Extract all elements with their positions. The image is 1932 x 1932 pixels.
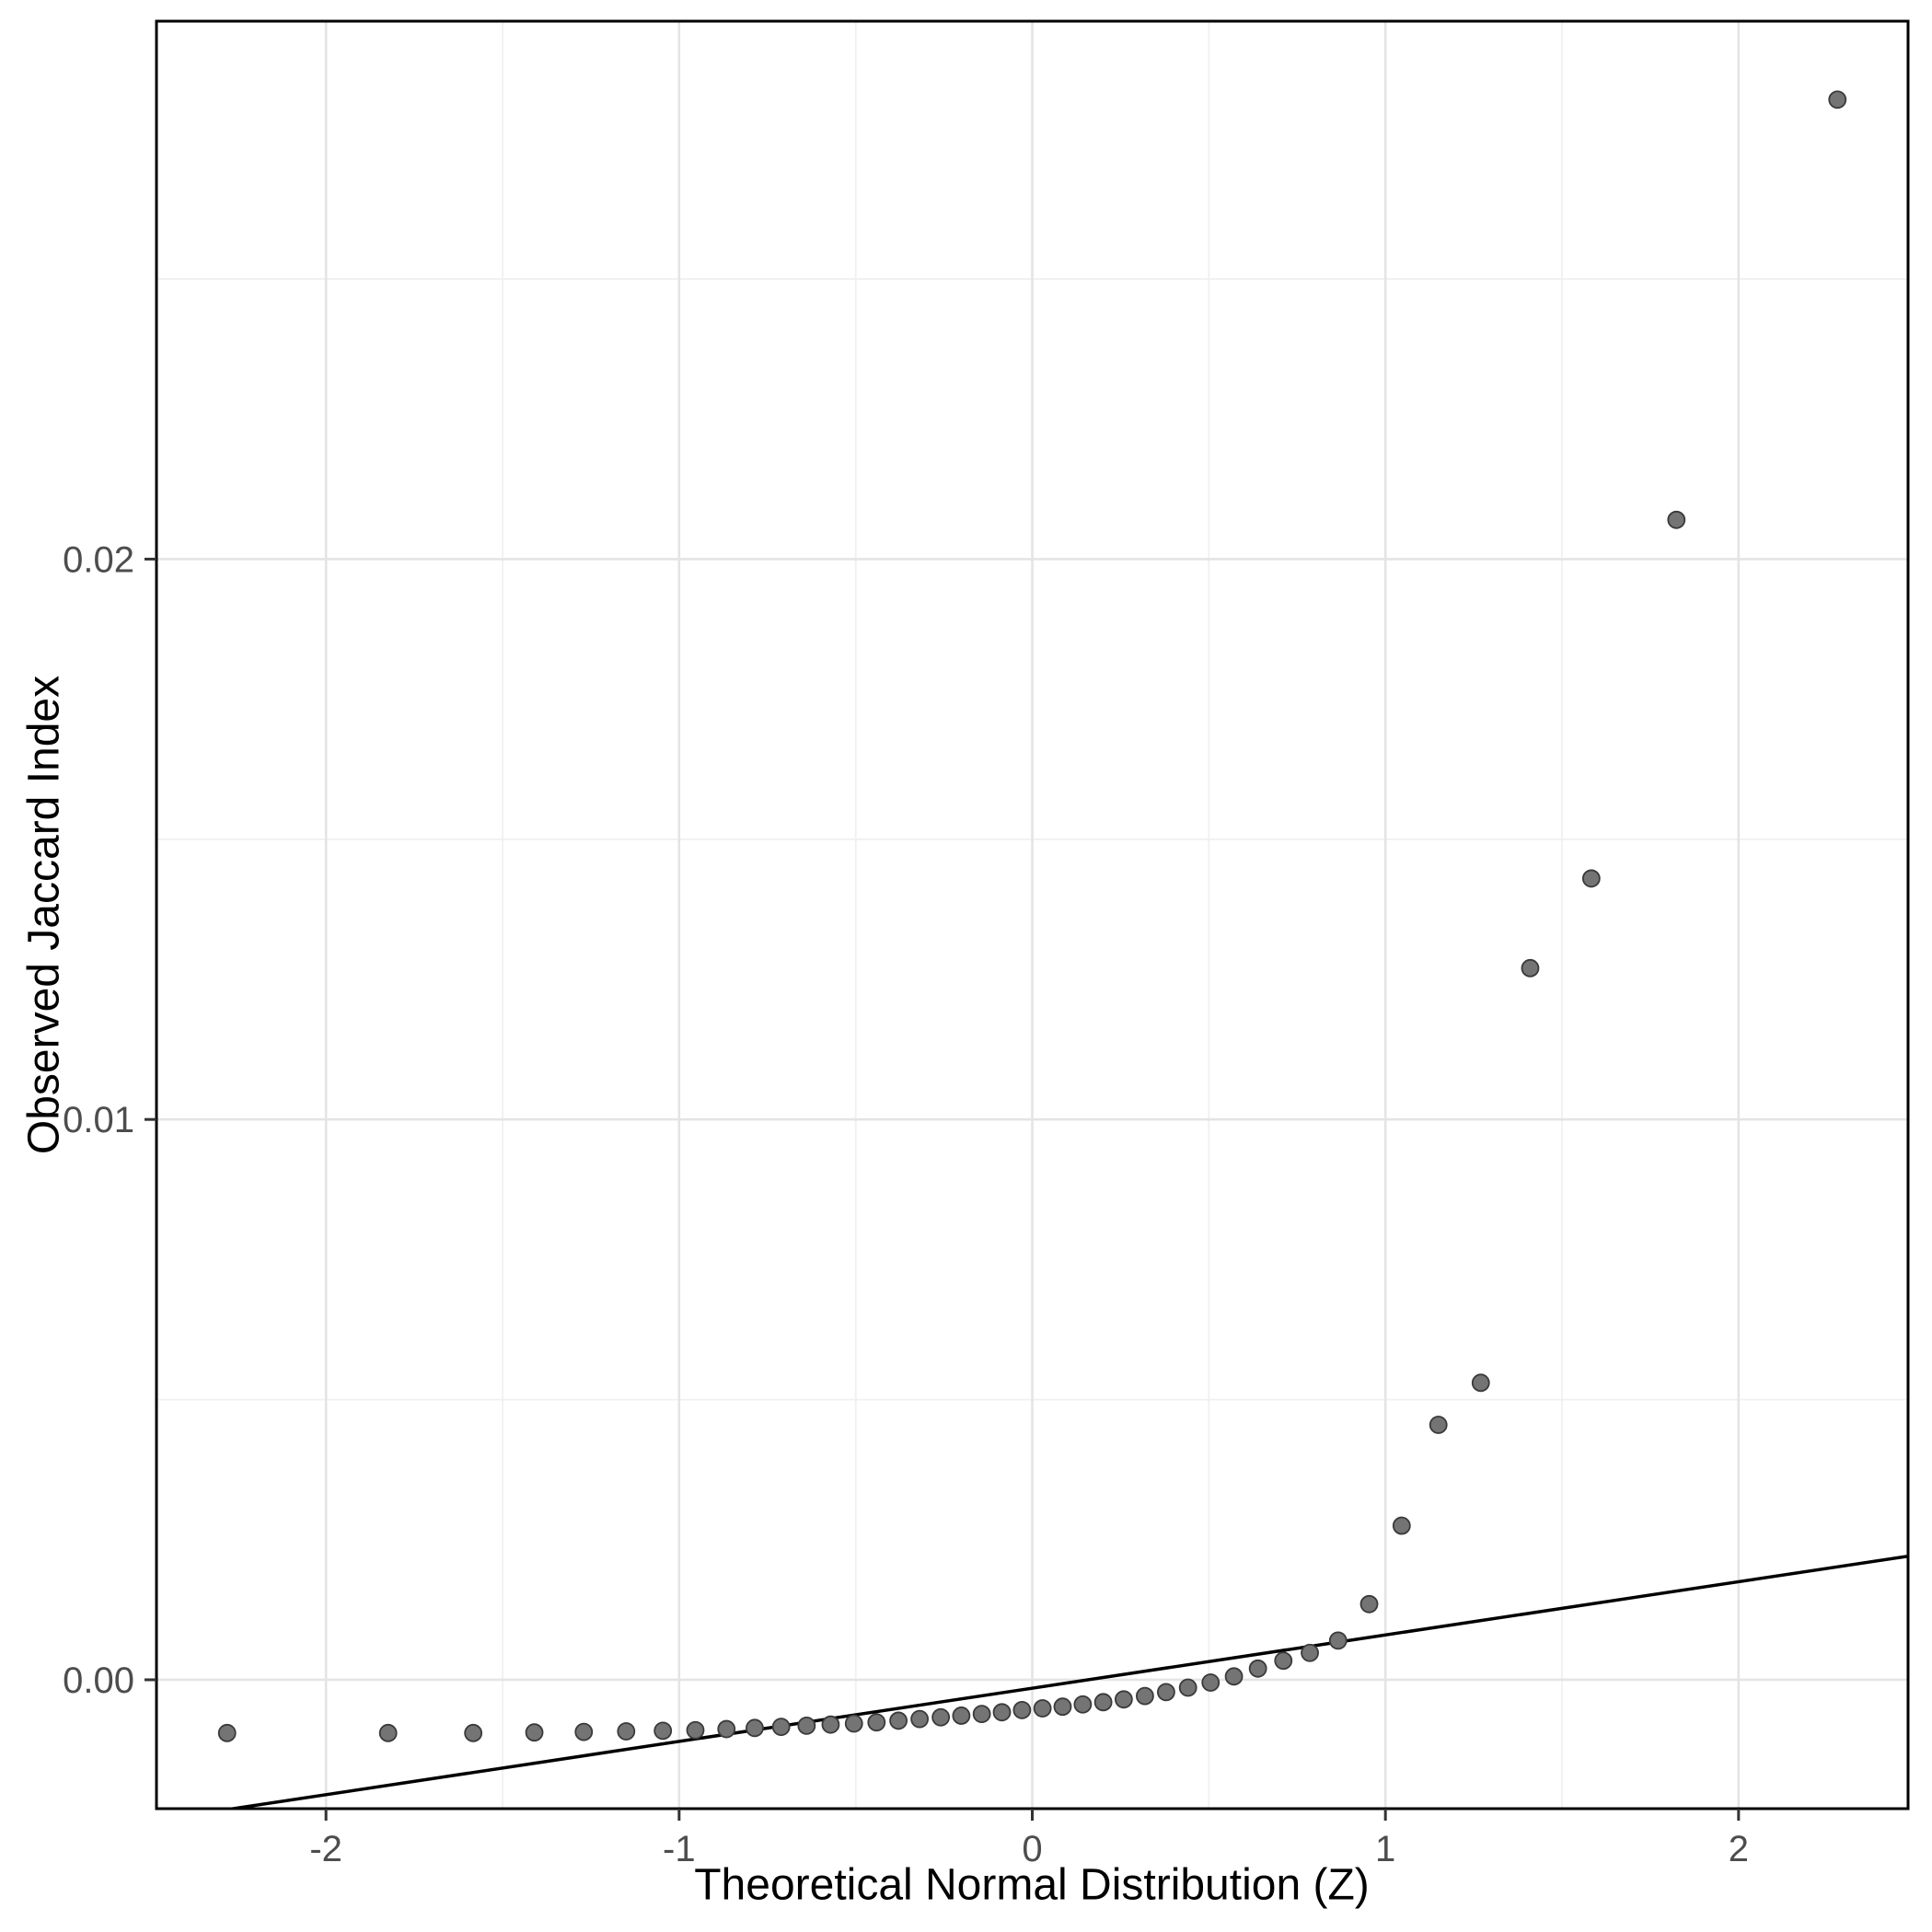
qq-point [1359, 1594, 1379, 1614]
x-tick-label: 1 [1375, 1829, 1395, 1869]
qq-point [654, 1721, 673, 1741]
qq-point [574, 1722, 594, 1741]
y-tick-label: 0.01 [63, 1100, 134, 1140]
qq-point [1328, 1631, 1348, 1650]
x-axis-title: Theoretical Normal Distribution (Z) [694, 1860, 1370, 1910]
qq-point [1135, 1686, 1154, 1706]
qq-point [1248, 1659, 1267, 1678]
y-tick-label: 0.02 [63, 539, 134, 580]
qq-point [771, 1718, 791, 1737]
qq-point [1093, 1693, 1113, 1712]
qq-point [797, 1717, 816, 1735]
qq-point [464, 1723, 483, 1742]
qq-point [378, 1723, 398, 1742]
qq-point [1157, 1683, 1175, 1702]
qq-point [952, 1706, 971, 1725]
qq-point [1471, 1373, 1490, 1393]
qq-point [889, 1711, 908, 1730]
qq-point [1012, 1700, 1032, 1719]
qq-point [686, 1720, 705, 1740]
qq-point [1224, 1667, 1244, 1686]
qq-point [844, 1714, 863, 1733]
qq-point [1033, 1699, 1052, 1718]
qq-point [1201, 1673, 1221, 1692]
qq-point [867, 1713, 886, 1732]
qq-point [217, 1723, 237, 1742]
qq-point [525, 1723, 544, 1742]
qq-point [821, 1715, 840, 1734]
qq-point [746, 1718, 764, 1738]
qq-point [1178, 1678, 1197, 1697]
qq-point [972, 1705, 991, 1724]
qq-point [1828, 90, 1847, 110]
qq-point [1053, 1697, 1072, 1717]
qq-point [1429, 1416, 1448, 1434]
qq-reference-line [222, 1554, 1908, 1809]
x-tick-label: -2 [309, 1829, 342, 1869]
y-tick-label: 0.00 [63, 1660, 134, 1701]
qq-point [931, 1707, 951, 1727]
qq-point [1521, 958, 1540, 978]
qq-point [1392, 1516, 1411, 1535]
qq-point [1301, 1643, 1319, 1662]
x-tick-label: 2 [1729, 1829, 1749, 1869]
y-axis-title: Observed Jaccard Index [19, 675, 69, 1155]
x-tick-label: -1 [663, 1829, 696, 1869]
qq-point [1274, 1651, 1293, 1671]
x-tick-label: 0 [1022, 1829, 1042, 1869]
qq-point [910, 1709, 930, 1729]
qq-point [617, 1722, 636, 1741]
qq-point [1581, 869, 1601, 888]
qq-point [1114, 1690, 1133, 1709]
qq-point [717, 1719, 736, 1739]
qq-point [1073, 1695, 1093, 1714]
qq-point [1667, 510, 1686, 529]
qq-point [992, 1703, 1012, 1722]
